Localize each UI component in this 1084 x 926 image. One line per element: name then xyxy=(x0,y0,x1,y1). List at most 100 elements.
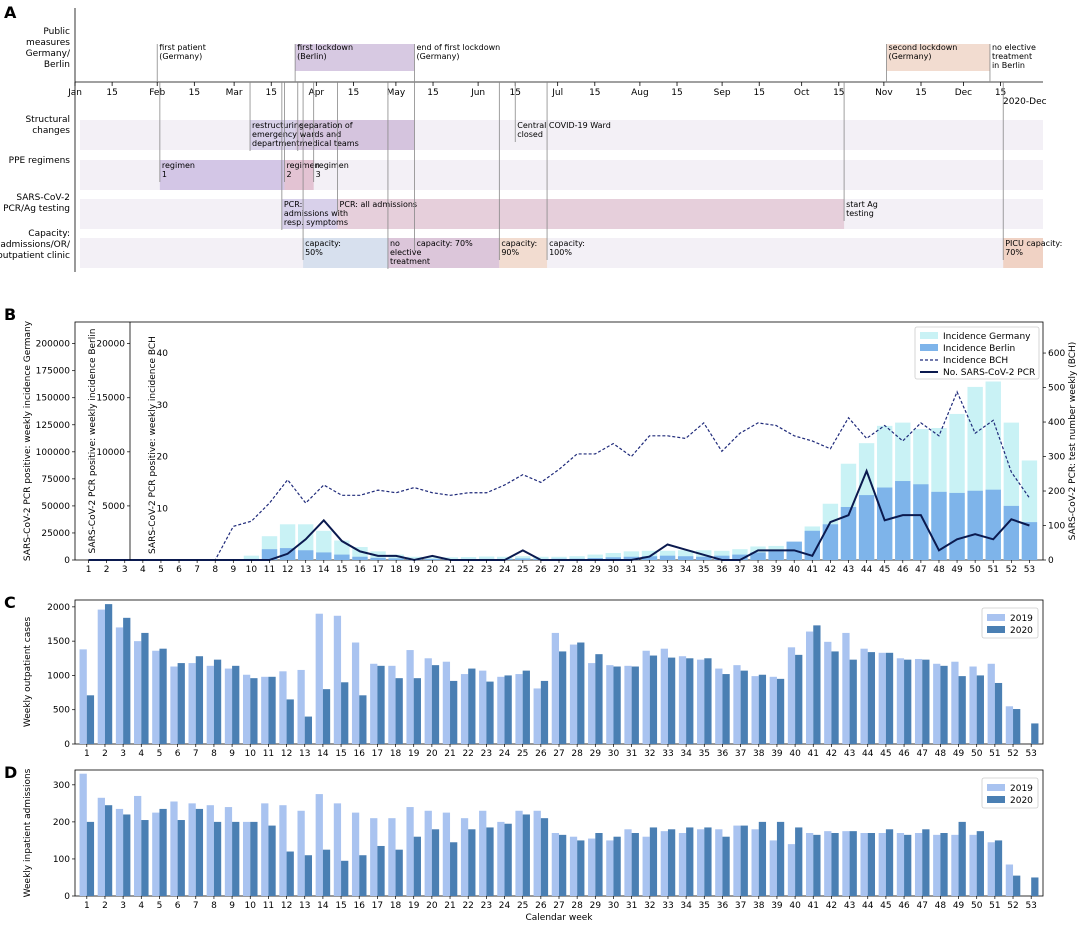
berlin-ytick-label: 5000 xyxy=(102,502,125,512)
chart-c-xtick-label: 4 xyxy=(138,749,144,759)
bar-2019 xyxy=(969,667,976,744)
bar-2020 xyxy=(795,655,802,744)
chart-d-xtick-label: 44 xyxy=(862,901,874,911)
chart-d-xtick-label: 37 xyxy=(735,901,746,911)
bar-2020 xyxy=(159,809,166,896)
bar-2019 xyxy=(806,833,813,896)
bar-2019 xyxy=(661,831,668,896)
timeline-tick-label: Jul xyxy=(551,88,563,98)
bar-2019 xyxy=(225,669,232,744)
bar-2020 xyxy=(123,814,130,896)
chart-c-xtick-label: 10 xyxy=(245,749,257,759)
bar-2020 xyxy=(813,835,820,896)
bar-2019 xyxy=(679,833,686,896)
germany-ytick-label: 125000 xyxy=(36,421,71,431)
bar-2020 xyxy=(632,833,639,896)
bar-2019 xyxy=(279,671,286,744)
bar-2019 xyxy=(752,829,759,896)
bar-2020 xyxy=(868,833,875,896)
bar-2020 xyxy=(341,682,348,744)
bar-2020 xyxy=(613,667,620,744)
legend-label: 2020 xyxy=(1010,626,1033,636)
bar-2020 xyxy=(232,666,239,744)
chart-c-xtick-label: 25 xyxy=(517,749,528,759)
bar-2019 xyxy=(134,796,141,896)
bar-2019 xyxy=(897,658,904,744)
chart-b-xtick-label: 18 xyxy=(390,565,402,575)
bar-2020 xyxy=(613,837,620,896)
bar-2020 xyxy=(214,660,221,744)
chart-b-xtick-label: 36 xyxy=(716,565,728,575)
bar-2020 xyxy=(123,618,130,744)
berlin-ytick-label: 15000 xyxy=(96,394,125,404)
structural-event-line: emergency xyxy=(252,130,297,139)
bar-2020 xyxy=(541,818,548,896)
chart-b-xtick-label: 40 xyxy=(788,565,800,575)
incidence-berlin-bar xyxy=(370,558,385,560)
bar-2020 xyxy=(977,831,984,896)
chart-b-xtick-label: 43 xyxy=(843,565,854,575)
chart-b-xtick-label: 16 xyxy=(354,565,366,575)
bar-2020 xyxy=(414,678,421,744)
chart-d-xtick-label: 2 xyxy=(102,901,108,911)
chart-b-xtick-label: 15 xyxy=(336,565,347,575)
bar-2019 xyxy=(98,798,105,896)
chart-c-xtick-label: 29 xyxy=(590,749,602,759)
chart-b-xtick-label: 53 xyxy=(1024,565,1035,575)
timeline-row-label: PPE regimens xyxy=(9,156,71,166)
public-measure-label-line: first lockdown xyxy=(297,43,353,52)
incidence-berlin-bar xyxy=(1004,506,1019,560)
timeline-row-label-line: changes xyxy=(32,126,70,136)
bch-axis-label: SARS-CoV-2 PCR positive: weekly incidenc… xyxy=(148,336,158,554)
structural-event-line: wards and xyxy=(300,130,341,139)
bar-2019 xyxy=(515,674,522,744)
capacity-event-line: capacity: xyxy=(549,239,585,248)
bar-2020 xyxy=(777,679,784,744)
chart-d-xtick-label: 50 xyxy=(971,901,983,911)
chart-d-xtick-label: 22 xyxy=(462,901,473,911)
timeline-row-label-line: PPE regimens xyxy=(9,156,71,166)
bar-2019 xyxy=(860,649,867,744)
bar-2019 xyxy=(261,803,268,896)
capacity-event-line: capacity: 70% xyxy=(416,239,473,248)
chart-c-xtick-label: 20 xyxy=(426,749,438,759)
bar-2020 xyxy=(650,656,657,744)
bar-2020 xyxy=(686,827,693,896)
incidence-berlin-bar xyxy=(425,559,440,560)
bar-2019 xyxy=(643,651,650,744)
chart-d-xtick-label: 39 xyxy=(771,901,783,911)
legend-swatch xyxy=(920,344,938,351)
bar-2019 xyxy=(534,811,541,896)
bar-2019 xyxy=(842,633,849,744)
right-axis-label: SARS-CoV-2 PCR: test number weekly (BCH) xyxy=(1068,342,1078,541)
chart-d-xtick-label: 43 xyxy=(844,901,855,911)
chart-b-xtick-label: 47 xyxy=(915,565,926,575)
chart-b-xtick-label: 25 xyxy=(517,565,528,575)
capacity-event-line: PICU capacity: xyxy=(1005,239,1062,248)
bar-2019 xyxy=(189,663,196,744)
chart-b-xtick-label: 17 xyxy=(372,565,383,575)
chart-d-xtick-label: 12 xyxy=(281,901,292,911)
chart-c-xtick-label: 44 xyxy=(862,749,874,759)
incidence-berlin-bar xyxy=(316,552,331,560)
chart-c-xtick-label: 3 xyxy=(120,749,126,759)
bar-2020 xyxy=(940,666,947,744)
bar-2020 xyxy=(1031,723,1038,744)
chart-c-xtick-label: 48 xyxy=(935,749,947,759)
chart-d-xtick-label: 27 xyxy=(553,901,564,911)
right-ytick-label: 0 xyxy=(1048,556,1054,566)
chart-d-xtick-label: 49 xyxy=(953,901,965,911)
chart-c-xtick-label: 22 xyxy=(462,749,473,759)
testing-event-line: PCR: all admissions xyxy=(340,200,418,209)
testing-event-line: resp. symptoms xyxy=(284,218,348,227)
bar-2019 xyxy=(406,650,413,744)
chart-d-xtick-label: 28 xyxy=(571,901,583,911)
bar-2019 xyxy=(352,813,359,896)
bar-2019 xyxy=(860,833,867,896)
incidence-berlin-bar xyxy=(895,481,910,560)
bar-2020 xyxy=(541,681,548,744)
